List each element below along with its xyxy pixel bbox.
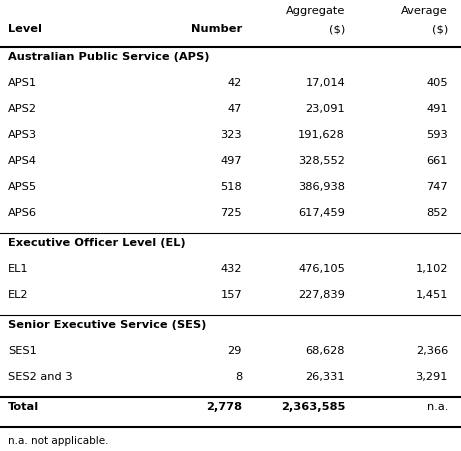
Text: 1,451: 1,451 (415, 290, 448, 299)
Text: 497: 497 (220, 156, 242, 166)
Text: Total: Total (8, 401, 39, 411)
Text: 42: 42 (228, 78, 242, 88)
Text: EL1: EL1 (8, 263, 29, 273)
Text: 227,839: 227,839 (298, 290, 345, 299)
Text: APS2: APS2 (8, 104, 37, 114)
Text: APS4: APS4 (8, 156, 37, 166)
Text: 328,552: 328,552 (298, 156, 345, 166)
Text: 386,938: 386,938 (298, 182, 345, 192)
Text: 432: 432 (220, 263, 242, 273)
Text: 725: 725 (220, 207, 242, 217)
Text: Australian Public Service (APS): Australian Public Service (APS) (8, 52, 209, 62)
Text: Average: Average (401, 6, 448, 16)
Text: 405: 405 (426, 78, 448, 88)
Text: 8: 8 (235, 371, 242, 381)
Text: 617,459: 617,459 (298, 207, 345, 217)
Text: Senior Executive Service (SES): Senior Executive Service (SES) (8, 319, 207, 329)
Text: 323: 323 (220, 130, 242, 140)
Text: 2,778: 2,778 (206, 401, 242, 411)
Text: 157: 157 (220, 290, 242, 299)
Text: 26,331: 26,331 (305, 371, 345, 381)
Text: 661: 661 (426, 156, 448, 166)
Text: 23,091: 23,091 (305, 104, 345, 114)
Text: SES1: SES1 (8, 345, 37, 355)
Text: ($): ($) (329, 24, 345, 34)
Text: Number: Number (191, 24, 242, 34)
Text: ($): ($) (432, 24, 448, 34)
Text: Level: Level (8, 24, 42, 34)
Text: 68,628: 68,628 (306, 345, 345, 355)
Text: 1,102: 1,102 (415, 263, 448, 273)
Text: 747: 747 (426, 182, 448, 192)
Text: 518: 518 (220, 182, 242, 192)
Text: 2,366: 2,366 (416, 345, 448, 355)
Text: 2,363,585: 2,363,585 (281, 401, 345, 411)
Text: 191,628: 191,628 (298, 130, 345, 140)
Text: APS3: APS3 (8, 130, 37, 140)
Text: 3,291: 3,291 (415, 371, 448, 381)
Text: Aggregate: Aggregate (286, 6, 345, 16)
Text: 476,105: 476,105 (298, 263, 345, 273)
Text: APS1: APS1 (8, 78, 37, 88)
Text: 29: 29 (228, 345, 242, 355)
Text: SES2 and 3: SES2 and 3 (8, 371, 73, 381)
Text: APS6: APS6 (8, 207, 37, 217)
Text: 852: 852 (426, 207, 448, 217)
Text: EL2: EL2 (8, 290, 29, 299)
Text: n.a.: n.a. (426, 401, 448, 411)
Text: APS5: APS5 (8, 182, 37, 192)
Text: 17,014: 17,014 (305, 78, 345, 88)
Text: Executive Officer Level (EL): Executive Officer Level (EL) (8, 238, 186, 248)
Text: 491: 491 (426, 104, 448, 114)
Text: 47: 47 (228, 104, 242, 114)
Text: n.a. not applicable.: n.a. not applicable. (8, 435, 108, 445)
Text: 593: 593 (426, 130, 448, 140)
